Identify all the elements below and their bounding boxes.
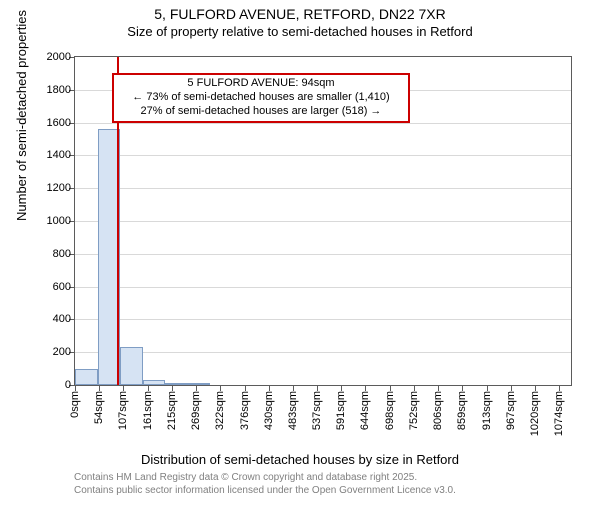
x-tick-label: 54sqm xyxy=(93,391,105,424)
x-tick-label: 483sqm xyxy=(287,391,299,430)
x-tick-label: 269sqm xyxy=(190,391,202,430)
footer-line-2: Contains public sector information licen… xyxy=(74,485,456,498)
x-tick-label: 752sqm xyxy=(408,391,420,430)
x-tick-label: 0sqm xyxy=(69,391,81,418)
plot-area: 02004006008001000120014001600180020005 F… xyxy=(74,56,572,386)
x-tick-label: 859sqm xyxy=(456,391,468,430)
y-tick-label: 400 xyxy=(53,313,71,325)
x-tick-label: 806sqm xyxy=(432,391,444,430)
y-tick-label: 200 xyxy=(53,346,71,358)
y-tick-label: 1600 xyxy=(47,117,71,129)
title-main: 5, FULFORD AVENUE, RETFORD, DN22 7XR xyxy=(0,6,600,22)
footer-attribution: Contains HM Land Registry data © Crown c… xyxy=(74,472,456,497)
histogram-bar xyxy=(165,383,188,385)
footer-line-1: Contains HM Land Registry data © Crown c… xyxy=(74,472,456,485)
y-tick-label: 2000 xyxy=(47,51,71,63)
x-tick-label: 644sqm xyxy=(359,391,371,430)
title-block: 5, FULFORD AVENUE, RETFORD, DN22 7XR Siz… xyxy=(0,6,600,39)
x-tick-label: 537sqm xyxy=(311,391,323,430)
y-tick-label: 1800 xyxy=(47,84,71,96)
x-tick-label: 591sqm xyxy=(335,391,347,430)
x-axis-label: Distribution of semi-detached houses by … xyxy=(0,452,600,467)
callout-line-1: 5 FULFORD AVENUE: 94sqm xyxy=(120,77,402,91)
histogram-bar xyxy=(75,369,98,385)
x-tick-label: 967sqm xyxy=(505,391,517,430)
y-tick-label: 1200 xyxy=(47,182,71,194)
title-sub: Size of property relative to semi-detach… xyxy=(0,24,600,39)
chart-container: 5, FULFORD AVENUE, RETFORD, DN22 7XR Siz… xyxy=(0,6,600,506)
y-tick-label: 600 xyxy=(53,281,71,293)
y-tick-label: 1000 xyxy=(47,215,71,227)
x-tick-label: 1074sqm xyxy=(553,391,565,436)
x-tick-label: 698sqm xyxy=(384,391,396,430)
y-tick-label: 800 xyxy=(53,248,71,260)
x-tick-label: 161sqm xyxy=(142,391,154,430)
x-tick-label: 1020sqm xyxy=(529,391,541,436)
callout-box: 5 FULFORD AVENUE: 94sqm← 73% of semi-det… xyxy=(112,73,410,122)
callout-line-3: 27% of semi-detached houses are larger (… xyxy=(120,105,402,119)
y-tick-label: 1400 xyxy=(47,149,71,161)
callout-line-2: ← 73% of semi-detached houses are smalle… xyxy=(120,91,402,105)
x-tick-label: 913sqm xyxy=(481,391,493,430)
y-tick-label: 0 xyxy=(65,379,71,391)
x-tick-label: 215sqm xyxy=(166,391,178,430)
x-tick-label: 322sqm xyxy=(214,391,226,430)
x-tick-label: 107sqm xyxy=(117,391,129,430)
y-axis-label: Number of semi-detached properties xyxy=(14,10,29,221)
x-tick-label: 376sqm xyxy=(239,391,251,430)
histogram-bar xyxy=(143,380,166,385)
histogram-bar xyxy=(188,383,211,385)
histogram-bar xyxy=(120,347,143,385)
x-tick-label: 430sqm xyxy=(263,391,275,430)
